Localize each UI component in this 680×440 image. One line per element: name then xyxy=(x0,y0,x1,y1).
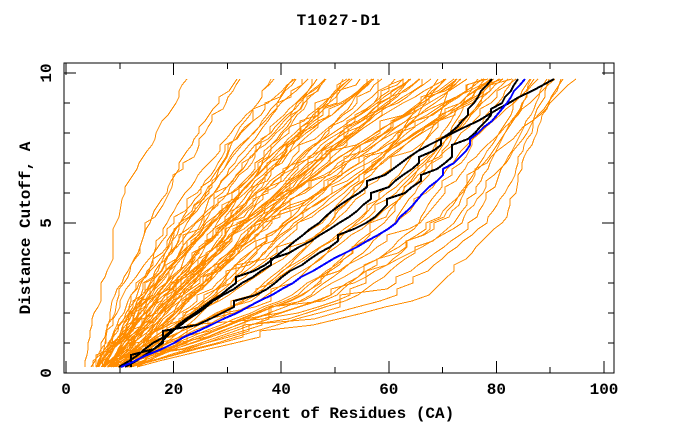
y-tick-label: 5 xyxy=(38,218,56,228)
x-tick-label: 40 xyxy=(271,381,291,399)
x-tick-label: 0 xyxy=(61,381,71,399)
x-tick-label: 60 xyxy=(379,381,399,399)
y-tick-label: 10 xyxy=(38,63,56,83)
x-tick-label: 20 xyxy=(163,381,184,399)
y-tick-label: 0 xyxy=(38,368,56,378)
x-axis-label: Percent of Residues (CA) xyxy=(223,405,455,423)
x-tick-label: 80 xyxy=(486,381,506,399)
x-tick-label: 100 xyxy=(589,381,619,399)
chart-title: T1027-D1 xyxy=(296,12,382,30)
